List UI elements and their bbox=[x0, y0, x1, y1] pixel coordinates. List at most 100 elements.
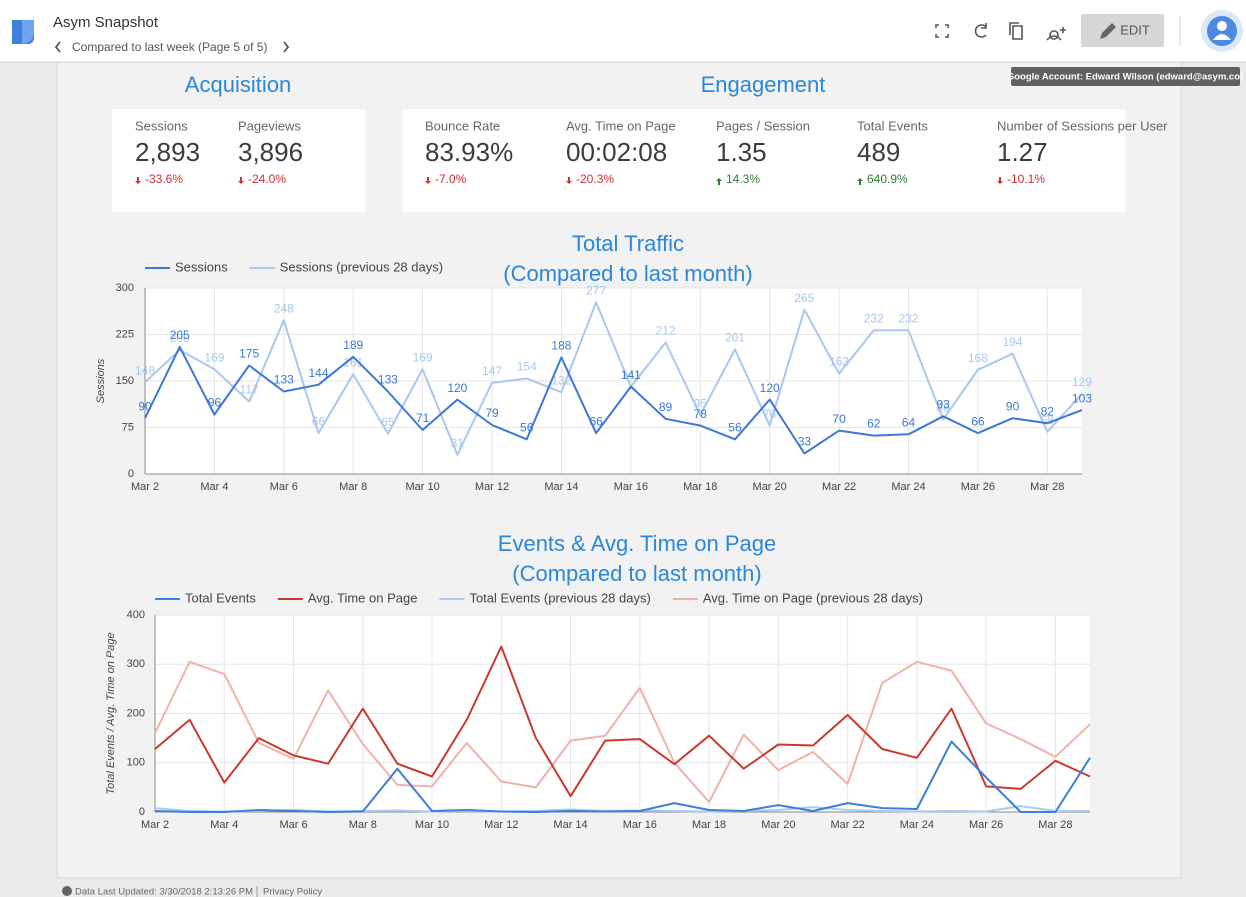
series-line bbox=[144, 301, 1083, 456]
privacy-policy-link[interactable]: Privacy Policy bbox=[263, 887, 322, 897]
metric-value: 2,893 bbox=[135, 137, 200, 167]
value-label: 132 bbox=[551, 373, 571, 387]
y-tick-label: 0 bbox=[128, 468, 134, 480]
y-axis-title: Total Events / Avg. Time on Page bbox=[105, 632, 117, 794]
value-label: 66 bbox=[971, 414, 985, 428]
value-label: 161 bbox=[343, 355, 363, 369]
x-tick-label: Mar 6 bbox=[279, 819, 307, 831]
x-tick-label: Mar 28 bbox=[1038, 819, 1072, 831]
x-tick-label: Mar 10 bbox=[415, 819, 449, 831]
value-label: 129 bbox=[1072, 375, 1092, 389]
value-label: 79 bbox=[485, 406, 499, 420]
value-label: 66 bbox=[589, 414, 603, 428]
edit-icon bbox=[1100, 23, 1116, 39]
x-tick-label: Mar 26 bbox=[961, 481, 995, 493]
x-tick-label: Mar 16 bbox=[614, 481, 648, 493]
value-label: 33 bbox=[798, 435, 812, 449]
x-tick-label: Mar 18 bbox=[683, 481, 717, 493]
value-label: 78 bbox=[763, 407, 777, 421]
x-tick-label: Mar 26 bbox=[969, 819, 1003, 831]
value-label: 147 bbox=[482, 364, 502, 378]
value-label: 201 bbox=[725, 331, 745, 345]
metric-change: -7.0% bbox=[435, 172, 467, 186]
edit-button-label[interactable]: EDIT bbox=[1120, 22, 1150, 37]
value-label: 90 bbox=[1006, 399, 1020, 413]
prev-page[interactable] bbox=[54, 41, 61, 53]
value-label: 188 bbox=[551, 339, 571, 353]
value-label: 133 bbox=[274, 373, 294, 387]
report-title: Asym Snapshot bbox=[53, 14, 159, 31]
chart-subtitle: (Compared to last month) bbox=[503, 261, 752, 286]
value-label: 232 bbox=[898, 311, 918, 325]
value-label: 82 bbox=[1041, 404, 1055, 418]
section-title: Engagement bbox=[701, 72, 826, 97]
metric-change: -24.0% bbox=[248, 172, 286, 186]
value-label: 189 bbox=[343, 338, 363, 352]
x-tick-label: Mar 2 bbox=[141, 819, 169, 831]
value-label: 31 bbox=[451, 436, 465, 450]
fullscreen-icon[interactable] bbox=[935, 24, 949, 38]
value-label: 117 bbox=[240, 383, 259, 397]
x-tick-label: Mar 16 bbox=[623, 819, 657, 831]
value-label: 162 bbox=[829, 355, 849, 369]
x-tick-label: Mar 14 bbox=[553, 819, 587, 831]
chart-title: Events & Avg. Time on Page bbox=[498, 531, 776, 556]
value-label: 232 bbox=[864, 311, 884, 325]
share-icon[interactable] bbox=[1046, 27, 1066, 41]
value-label: 154 bbox=[517, 360, 537, 374]
scorecard-box bbox=[403, 109, 1125, 212]
arrow-down bbox=[135, 177, 141, 184]
metric-label: Avg. Time on Page bbox=[566, 118, 676, 133]
metric-value: 00:02:08 bbox=[566, 137, 667, 167]
metric-value: 83.93% bbox=[425, 137, 513, 167]
series-line bbox=[144, 345, 1083, 455]
value-label: 95 bbox=[694, 396, 708, 410]
value-label: 70 bbox=[832, 412, 846, 426]
legend-label: Sessions bbox=[175, 259, 228, 274]
series-line bbox=[154, 740, 1091, 813]
value-label: 168 bbox=[968, 351, 988, 365]
metric-label: Pages / Session bbox=[716, 118, 810, 133]
value-label: 64 bbox=[902, 415, 916, 429]
chart-title: Total Traffic bbox=[572, 231, 684, 256]
y-tick-label: 200 bbox=[127, 707, 145, 719]
series-line bbox=[154, 645, 1091, 798]
value-label: 96 bbox=[208, 396, 222, 410]
value-label: 141 bbox=[621, 368, 641, 382]
refresh-icon[interactable] bbox=[974, 23, 987, 38]
metric-change: 640.9% bbox=[867, 172, 908, 186]
arrow-down bbox=[425, 177, 431, 184]
last-updated: Data Last Updated: 3/30/2018 2:13:26 PM bbox=[75, 887, 253, 897]
scorecard-box bbox=[112, 109, 365, 212]
copy-icon[interactable] bbox=[1009, 22, 1023, 40]
y-tick-label: 0 bbox=[139, 806, 145, 818]
value-label: 89 bbox=[659, 400, 673, 414]
metric-label: Number of Sessions per User bbox=[997, 118, 1168, 133]
value-label: 65 bbox=[381, 415, 395, 429]
value-label: 148 bbox=[135, 363, 155, 377]
avatar-head bbox=[1217, 21, 1227, 31]
legend-label: Avg. Time on Page bbox=[308, 590, 418, 605]
value-label: 175 bbox=[239, 347, 259, 361]
x-tick-label: Mar 12 bbox=[484, 819, 518, 831]
metric-change: -20.3% bbox=[576, 172, 614, 186]
y-tick-label: 100 bbox=[127, 757, 145, 769]
x-tick-label: Mar 28 bbox=[1030, 481, 1064, 493]
section-title: Acquisition bbox=[185, 72, 291, 97]
header-bar bbox=[0, 0, 1246, 62]
value-label: 265 bbox=[794, 291, 814, 305]
edit-button[interactable] bbox=[1081, 14, 1164, 47]
account-tooltip bbox=[1011, 67, 1240, 86]
x-tick-label: Mar 20 bbox=[761, 819, 795, 831]
x-tick-label: Mar 20 bbox=[753, 481, 787, 493]
value-label: 93 bbox=[937, 398, 951, 412]
y-tick-label: 150 bbox=[116, 375, 134, 387]
value-label: 205 bbox=[170, 328, 190, 342]
y-tick-label: 300 bbox=[127, 658, 145, 670]
x-tick-label: Mar 8 bbox=[349, 819, 377, 831]
metric-change: -33.6% bbox=[145, 172, 183, 186]
value-label: 71 bbox=[416, 411, 430, 425]
next-page[interactable] bbox=[283, 41, 290, 53]
value-label: 169 bbox=[413, 350, 433, 364]
